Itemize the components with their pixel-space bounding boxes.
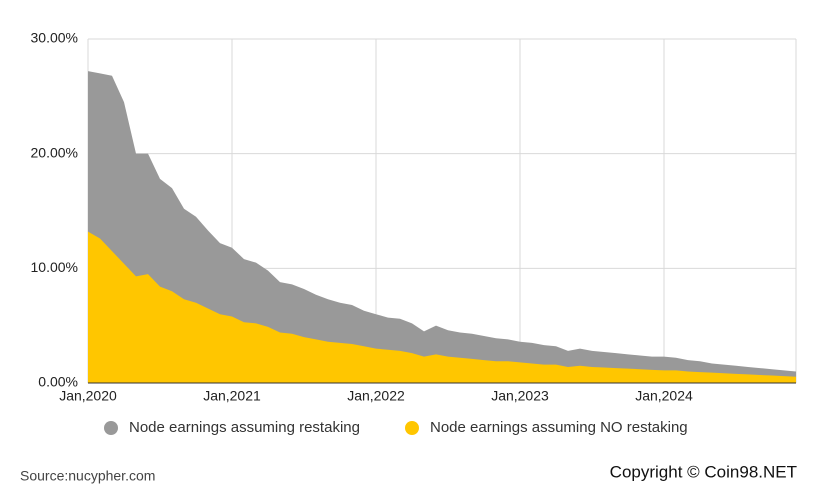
legend-label: Node earnings assuming NO restaking xyxy=(430,419,688,436)
y-tick-label: 20.00% xyxy=(31,144,78,160)
legend-swatch xyxy=(104,421,118,435)
y-tick-label: 10.00% xyxy=(31,259,78,275)
source: Source:nucypher.com xyxy=(20,468,155,484)
legend-swatch xyxy=(405,421,419,435)
x-tick-label: Jan,2024 xyxy=(635,388,693,404)
area xyxy=(88,71,796,384)
x-tick-label: Jan,2021 xyxy=(203,388,261,404)
legend-label: Node earnings assuming restaking xyxy=(129,419,360,436)
watermark: Copyright © Coin98.NET xyxy=(610,462,797,481)
x-tick-label: Jan,2020 xyxy=(59,388,117,404)
y-tick-label: 30.00% xyxy=(31,30,78,46)
x-tick-label: Jan,2023 xyxy=(491,388,549,404)
y-tick-label: 0.00% xyxy=(38,374,78,390)
area xyxy=(88,231,796,383)
x-tick-label: Jan,2022 xyxy=(347,388,405,404)
